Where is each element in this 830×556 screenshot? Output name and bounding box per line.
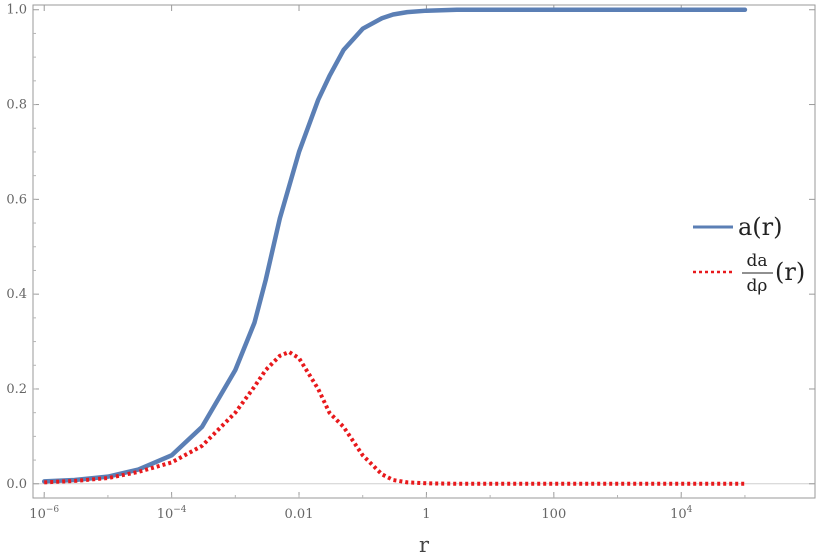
plot-border <box>32 4 816 499</box>
y-tick-label: 0.6 <box>6 192 27 207</box>
legend-frac-numerator: da <box>746 251 767 271</box>
x-tick-label: 10−4 <box>157 505 187 522</box>
x-axis-title: r <box>419 533 430 556</box>
y-axis-ticks: 0.0 0.2 0.4 0.6 0.8 1.0 <box>6 3 815 492</box>
legend-label-da-suffix: (r) <box>775 258 805 286</box>
legend-frac-denominator: dρ <box>747 276 768 296</box>
x-tick-label: 100 <box>541 507 566 522</box>
x-axis-ticks: 10−6 10−4 0.01 1 100 104 <box>29 5 746 522</box>
series-a-line <box>41 7 748 484</box>
y-tick-label: 0.2 <box>6 382 27 397</box>
x-tick-label: 0.01 <box>285 507 314 522</box>
x-tick-label: 104 <box>670 505 693 522</box>
x-tick-label: 1 <box>422 507 430 522</box>
legend: a(r) da dρ (r) <box>693 213 805 296</box>
x-tick-label: 10−6 <box>29 505 59 522</box>
plot-frame <box>32 4 816 499</box>
legend-label-a: a(r) <box>738 213 783 241</box>
y-tick-label: 0.0 <box>6 477 27 492</box>
series-layer <box>41 7 748 486</box>
y-tick-label: 0.8 <box>6 98 27 113</box>
y-tick-label: 1.0 <box>6 3 27 18</box>
y-tick-label: 0.4 <box>6 287 27 302</box>
series-da-drho-line <box>44 350 745 486</box>
